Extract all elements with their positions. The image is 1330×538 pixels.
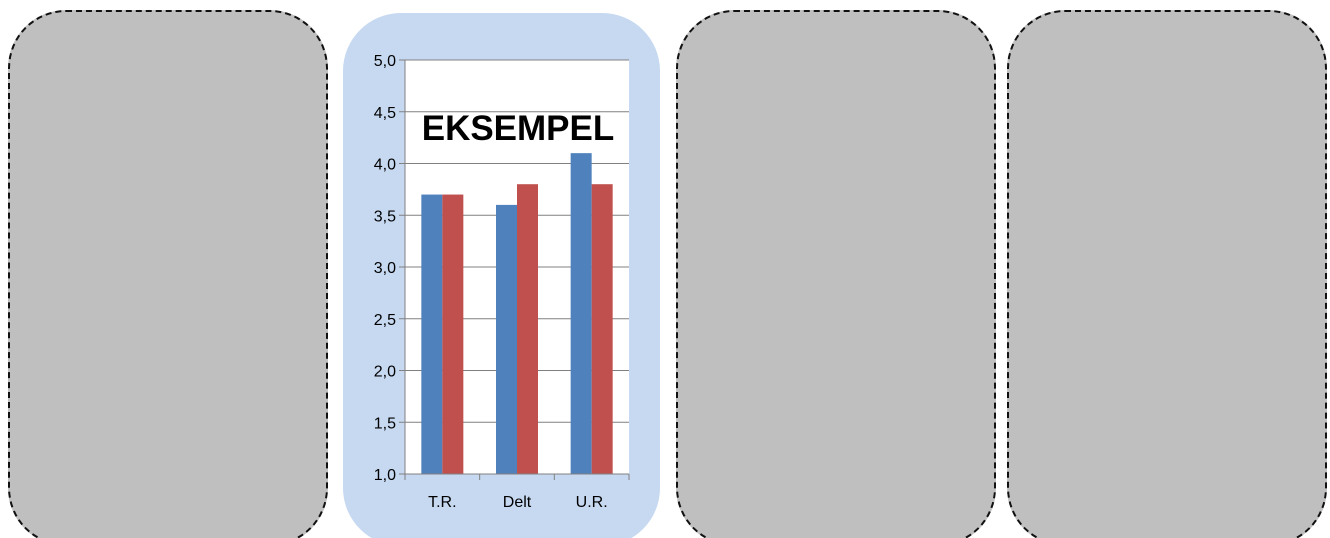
placeholder-card-3: [676, 10, 996, 538]
placeholder-card-4: [1007, 10, 1327, 538]
placeholder-card-1: [8, 10, 328, 538]
chart-card: [343, 13, 660, 538]
